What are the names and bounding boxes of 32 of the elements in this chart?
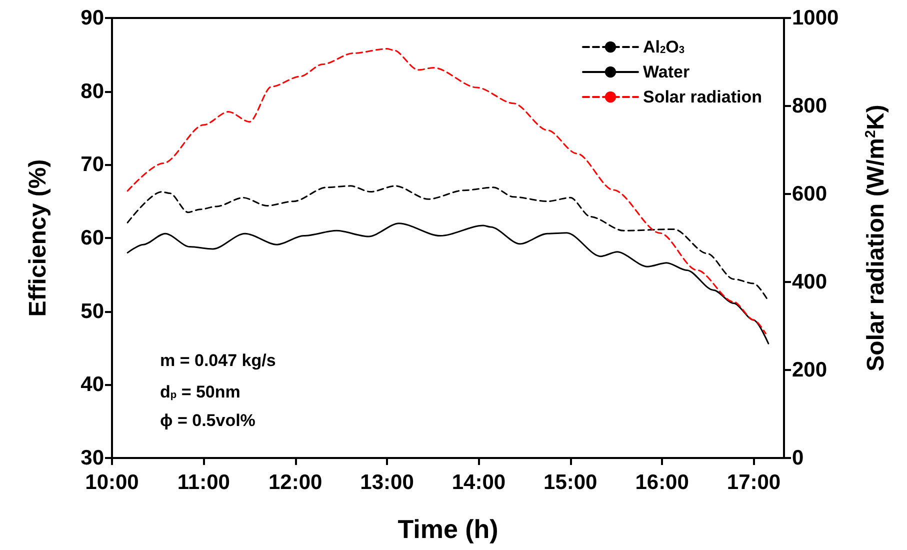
- legend-label: Solar radiation: [642, 88, 762, 106]
- y-tick-label: 70: [80, 153, 104, 176]
- y2-axis-title: Solar radiation (W/m2K): [862, 104, 890, 372]
- y2-tick-label: 1000: [792, 6, 839, 30]
- annotation: dp = 50nm: [160, 382, 240, 402]
- x-tick-label: 12:00: [268, 471, 322, 494]
- y-tick-label: 50: [80, 300, 104, 323]
- y2-tick-label: 400: [792, 270, 828, 294]
- y-axis-title: Efficiency (%): [24, 159, 52, 317]
- x-tick-label: 15:00: [544, 471, 598, 494]
- legend-label: Al2O3: [642, 38, 685, 56]
- y-tick-label: 30: [80, 446, 104, 470]
- x-tick-label: 16:00: [635, 471, 689, 494]
- annotation: ϕ = 0.5vol%: [160, 411, 256, 430]
- x-tick-label: 11:00: [177, 471, 230, 494]
- x-tick-label: 17:00: [726, 471, 781, 494]
- y-tick-label: 60: [80, 226, 104, 250]
- y-tick-label: 40: [80, 373, 104, 396]
- y-tick-label: 90: [80, 6, 104, 30]
- x-axis-title: Time (h): [398, 514, 498, 544]
- x-tick-label: 10:00: [85, 471, 139, 494]
- legend-label: Water: [642, 62, 690, 82]
- y-tick-label: 80: [80, 80, 104, 103]
- x-tick-label: 14:00: [452, 471, 506, 494]
- y2-tick-label: 200: [792, 358, 828, 382]
- y2-tick-label: 800: [792, 94, 828, 118]
- line-series: [126, 185, 768, 300]
- line-series: [126, 222, 770, 344]
- annotation: m = 0.047 kg/s: [160, 351, 276, 370]
- x-tick-label: 13:00: [360, 471, 414, 494]
- y2-tick-label: 600: [792, 182, 828, 206]
- y2-tick-label: 0: [792, 446, 804, 470]
